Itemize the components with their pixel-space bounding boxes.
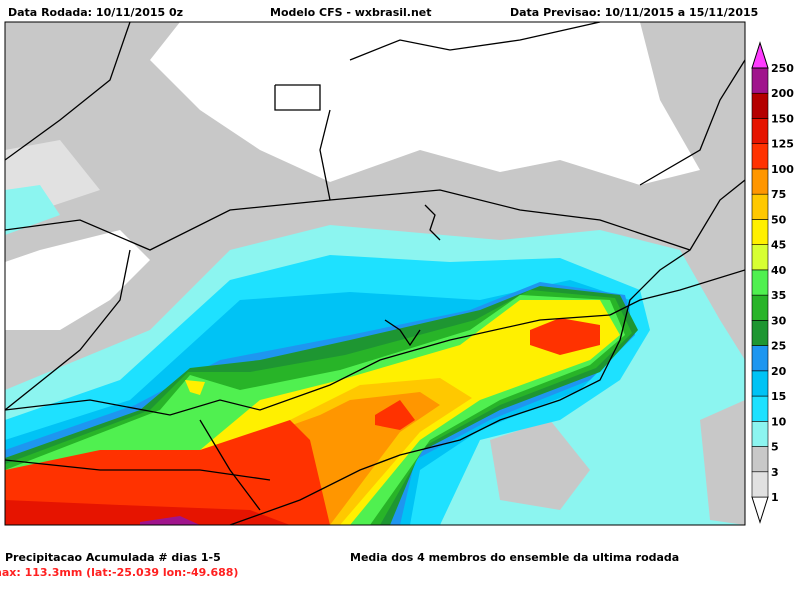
map-frame — [4, 21, 746, 526]
colorbar-swatch — [751, 345, 769, 372]
colorbar-swatch — [751, 420, 769, 447]
colorbar-label: 1 — [771, 491, 779, 504]
forecast-date: Data Previsao: 10/11/2015 a 15/11/2015 — [510, 6, 758, 19]
field-100 — [5, 500, 290, 525]
colorbar-swatch — [751, 67, 769, 94]
borders — [5, 22, 745, 525]
field-75 — [530, 318, 600, 355]
colorbar-swatch — [751, 269, 769, 296]
colorbar-label: 3 — [771, 466, 779, 479]
field-150 — [140, 516, 200, 525]
colorbar-label: 125 — [771, 138, 794, 151]
run-date: Data Rodada: 10/11/2015 0z — [8, 6, 183, 19]
colorbar-label: 40 — [771, 264, 787, 277]
colorbar-swatch — [751, 244, 769, 271]
colorbar-label: 25 — [771, 340, 786, 353]
precip-map — [5, 22, 745, 525]
colorbar-label: 30 — [771, 314, 787, 327]
colorbar-label: 150 — [771, 112, 794, 125]
state-border — [199, 419, 261, 511]
colorbar-label: 200 — [771, 87, 794, 100]
colorbar-label: 75 — [771, 188, 786, 201]
footer-title: Precipitacao Acumulada # dias 1-5 — [5, 551, 221, 564]
reservoir — [384, 319, 421, 347]
footer-max: nax: 113.3mm (lat:-25.039 lon:-49.688) — [0, 566, 238, 579]
colorbar-label: 35 — [771, 289, 786, 302]
colorbar-swatch — [751, 446, 769, 473]
state-border — [5, 459, 271, 481]
field-white — [5, 230, 150, 330]
state-border — [5, 249, 131, 411]
colorbar-label: 5 — [771, 441, 779, 454]
field-75 — [5, 420, 330, 525]
state-border — [609, 269, 745, 316]
field-gray — [700, 400, 745, 525]
field-white — [150, 22, 700, 185]
field-75 — [375, 400, 415, 430]
state-border — [349, 22, 601, 61]
state-border — [639, 59, 745, 186]
coastline — [229, 179, 745, 525]
colorbar-swatch — [751, 168, 769, 195]
state-border — [5, 314, 611, 416]
colorbar-label: 15 — [771, 390, 786, 403]
reservoir — [424, 204, 441, 241]
colorbar-label: 20 — [771, 365, 787, 378]
colorbar-label: 45 — [771, 239, 786, 252]
colorbar-swatch — [751, 294, 769, 321]
colorbar-swatch — [751, 92, 769, 119]
colorbar-swatch — [751, 471, 769, 498]
field-40 — [185, 380, 205, 395]
colorbar-arrow — [751, 496, 769, 524]
colorbar-swatch — [751, 370, 769, 397]
model-name: Modelo CFS - wxbrasil.net — [270, 6, 432, 19]
footer-subtitle: Media dos 4 membros do ensemble da ultim… — [350, 551, 679, 564]
colorbar-swatch — [751, 395, 769, 422]
colorbar-swatch — [751, 118, 769, 145]
state-border — [5, 22, 131, 161]
state-border — [5, 189, 691, 251]
colorbar-swatch — [751, 320, 769, 346]
colorbar-label: 50 — [771, 213, 787, 226]
state-border — [274, 84, 321, 111]
state-border — [319, 109, 331, 201]
field-5 — [5, 185, 60, 235]
colorbar-label: 10 — [771, 415, 787, 428]
colorbar-label: 100 — [771, 163, 794, 176]
colorbar-arrow — [751, 41, 769, 69]
colorbar-swatch — [751, 143, 769, 170]
colorbar-swatch — [751, 219, 769, 245]
colorbar-swatch — [751, 193, 769, 220]
field-gray — [490, 420, 590, 510]
colorbar-label: 250 — [771, 62, 794, 75]
